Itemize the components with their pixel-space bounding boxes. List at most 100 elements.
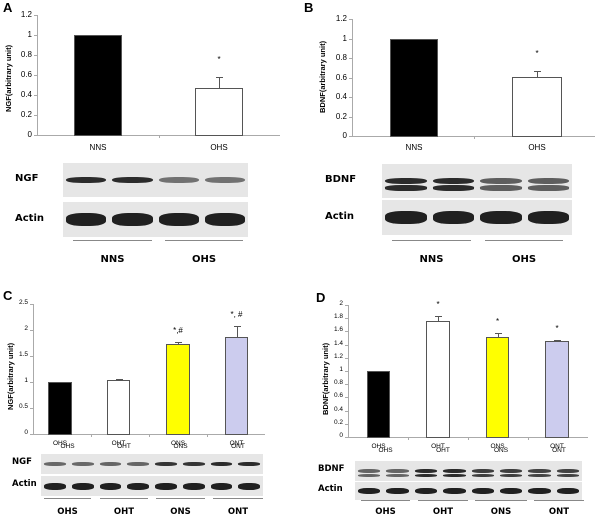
bar-oht: [107, 379, 130, 435]
blot-group-label: OHS: [57, 507, 78, 517]
error-bar: [537, 70, 538, 77]
group-underline: [100, 498, 148, 499]
x-category-label: ONS: [490, 443, 505, 450]
blot-band: [443, 469, 466, 473]
bar-ohs: [367, 371, 390, 438]
blot-row-label: Actin: [12, 479, 37, 489]
y-tick-label: 1.2: [20, 10, 32, 19]
blot-band: [238, 482, 260, 490]
group-underline: [475, 500, 527, 501]
blot-row-label: BDNF: [325, 174, 357, 185]
y-tick-mark: [30, 382, 33, 383]
y-axis: [348, 305, 349, 437]
x-category-label: OHS: [371, 443, 386, 450]
western-blot-ngf: [41, 454, 263, 474]
blot-band-lower: [527, 185, 569, 191]
y-tick-label: 2.5: [18, 299, 28, 306]
x-tick-mark: [91, 434, 92, 437]
y-tick-label: 0: [24, 429, 28, 436]
blot-band: [385, 211, 427, 224]
blot-band: [155, 462, 177, 466]
y-tick-mark: [345, 371, 348, 372]
bar-ont: [225, 337, 248, 435]
x-tick-mark: [149, 434, 150, 437]
significance-marker: *,#: [173, 326, 183, 336]
blot-band-lower: [480, 185, 522, 191]
y-tick-label: 0.2: [333, 418, 343, 426]
blot-band: [210, 482, 233, 490]
y-tick-mark: [34, 135, 37, 136]
y-tick-mark: [349, 116, 352, 118]
y-axis-label: BDNF(arbitrary unit): [321, 342, 330, 415]
blot-band: [99, 462, 122, 466]
blot-band-lower: [528, 474, 551, 478]
error-bar: [497, 333, 499, 338]
blot-band: [471, 487, 494, 495]
y-axis-label: NGF(arbitrary unit): [6, 342, 15, 410]
y-tick-mark: [345, 357, 348, 359]
blot-band: [66, 176, 107, 184]
x-tick-mark: [473, 136, 475, 139]
y-tick-label: 0.8: [335, 53, 347, 62]
y-tick-mark: [345, 344, 348, 346]
y-tick-mark: [34, 15, 37, 16]
blot-band: [99, 482, 122, 490]
y-tick-label: 1: [342, 33, 347, 43]
y-tick-label: 0.2: [335, 111, 347, 121]
y-tick-mark: [30, 356, 33, 357]
blot-row-label: NGF: [15, 173, 39, 184]
blot-group-label: NNS: [419, 254, 444, 265]
blot-top-label: OHT: [436, 447, 450, 454]
group-underline: [534, 500, 584, 501]
x-category-label: OHS: [210, 143, 228, 152]
blot-top-label: ONT: [231, 443, 245, 450]
significance-marker: *: [436, 300, 440, 310]
blot-top-label: OHS: [60, 443, 75, 450]
panel-letter: B: [304, 0, 314, 15]
blot-band: [432, 211, 474, 224]
blot-band: [204, 176, 245, 184]
blot-row-label: Actin: [318, 484, 343, 494]
y-tick-mark: [349, 136, 352, 137]
error-bar: [438, 316, 439, 321]
x-category-label: ONT: [229, 440, 244, 447]
blot-band: [386, 487, 409, 495]
blot-group-label: ONT: [227, 507, 249, 517]
bar-ohs: [512, 76, 562, 137]
blot-band-lower: [471, 474, 494, 478]
bar-nns: [74, 35, 122, 136]
y-tick-mark: [349, 77, 352, 79]
y-tick-label: 1: [27, 30, 32, 39]
x-tick-mark: [528, 437, 529, 440]
blot-top-label: ONT: [552, 447, 566, 454]
bar-ons: [486, 337, 509, 438]
blot-band: [432, 177, 474, 185]
y-axis: [352, 19, 353, 136]
blot-band: [556, 469, 579, 473]
y-tick-mark: [349, 97, 352, 98]
blot-band: [528, 487, 551, 495]
y-tick-mark: [34, 115, 37, 116]
group-underline: [392, 240, 471, 241]
bar-ont: [545, 340, 569, 438]
blot-band-lower: [414, 474, 438, 478]
error-bar-cap: [534, 70, 541, 72]
blot-band: [471, 469, 494, 473]
y-tick-mark: [345, 305, 348, 306]
y-tick-label: 2: [24, 325, 28, 332]
group-underline: [485, 240, 563, 241]
blot-band: [238, 462, 260, 466]
y-tick-mark: [345, 331, 348, 333]
blot-band: [127, 462, 149, 466]
y-tick-label: 1.6: [333, 326, 343, 334]
blot-row-label: BDNF: [318, 464, 345, 474]
significance-marker: *: [495, 317, 500, 327]
y-tick-label: 1: [339, 366, 343, 373]
blot-group-label: OHS: [191, 254, 217, 265]
blot-band: [528, 469, 551, 473]
y-tick-mark: [345, 410, 348, 412]
y-tick-label: 1.4: [333, 339, 343, 347]
y-tick-mark: [345, 318, 348, 320]
x-tick-mark: [408, 437, 409, 440]
